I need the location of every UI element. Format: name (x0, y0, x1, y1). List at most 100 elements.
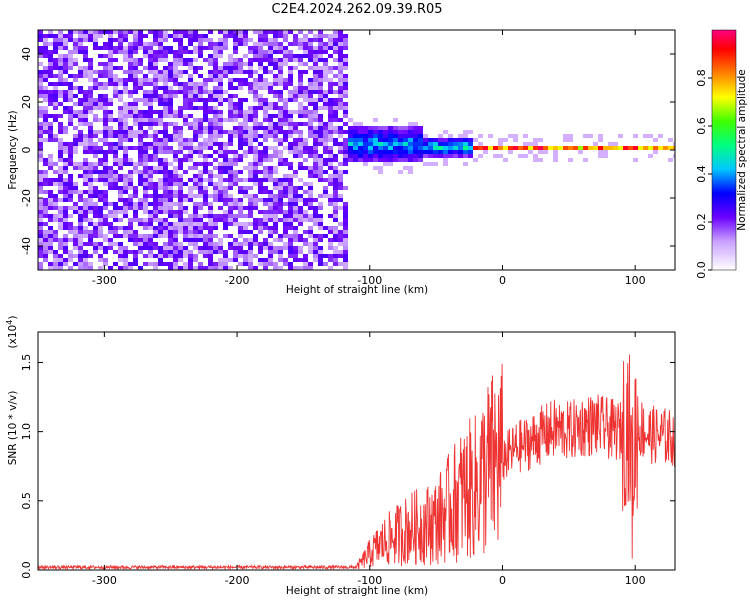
heatmap-cell (243, 82, 248, 86)
heatmap-cell (283, 202, 288, 206)
heatmap-cell (208, 222, 213, 226)
heatmap-cell (268, 130, 273, 134)
heatmap-cell (353, 142, 358, 146)
heatmap-cell (228, 242, 233, 246)
heatmap-cell (108, 130, 113, 134)
heatmap-cell (148, 82, 153, 86)
heatmap-cell (183, 262, 188, 266)
heatmap-cell (243, 118, 248, 122)
heatmap-cell (153, 130, 158, 134)
heatmap-cell (273, 126, 278, 130)
heatmap-cell (263, 114, 268, 118)
heatmap-cell (248, 166, 253, 170)
heatmap-cell (143, 66, 148, 70)
heatmap-cell (208, 182, 213, 186)
heatmap-cell (43, 222, 48, 226)
heatmap-cell (523, 154, 528, 158)
heatmap-cell (328, 158, 333, 162)
heatmap-cell (128, 234, 133, 238)
heatmap-cell (253, 86, 258, 90)
heatmap-cell (63, 262, 68, 266)
heatmap-cell (53, 50, 58, 54)
heatmap-cell (38, 82, 43, 86)
heatmap-cell (73, 238, 78, 242)
heatmap-cell (343, 46, 348, 50)
heatmap-cell (243, 254, 248, 258)
heatmap-cell (648, 154, 653, 158)
heatmap-cell (258, 34, 263, 38)
heatmap-cell (593, 146, 598, 150)
heatmap-cell (303, 86, 308, 90)
heatmap-cell (43, 110, 48, 114)
heatmap-cell (488, 146, 493, 150)
heatmap-cell (108, 146, 113, 150)
heatmap-cell (418, 146, 423, 150)
heatmap-cell (288, 74, 293, 78)
heatmap-cell (118, 258, 123, 262)
heatmap-cell (283, 234, 288, 238)
heatmap-cell (633, 158, 638, 162)
heatmap-cell (268, 102, 273, 106)
heatmap-cell (73, 78, 78, 82)
heatmap-cell (238, 158, 243, 162)
heatmap-cell (303, 46, 308, 50)
heatmap-cell (98, 190, 103, 194)
heatmap-cell (268, 90, 273, 94)
heatmap-cell (158, 58, 163, 62)
heatmap-cell (333, 34, 338, 38)
heatmap-cell (108, 150, 113, 154)
heatmap-cell (113, 58, 118, 62)
heatmap-cell (448, 146, 453, 150)
heatmap-cell (308, 190, 313, 194)
heatmap-cell (108, 210, 113, 214)
heatmap-cell (333, 42, 338, 46)
heatmap-cell (258, 150, 263, 154)
heatmap-cell (273, 266, 278, 270)
heatmap-cell (68, 182, 73, 186)
heatmap-cell (308, 110, 313, 114)
heatmap-cell (158, 74, 163, 78)
heatmap-cell (88, 178, 93, 182)
heatmap-cell (143, 246, 148, 250)
heatmap-cell (53, 34, 58, 38)
heatmap-cell (243, 238, 248, 242)
x-tick-label: 0 (499, 274, 506, 287)
heatmap-cell (263, 174, 268, 178)
heatmap-cell (143, 118, 148, 122)
heatmap-cell (158, 222, 163, 226)
heatmap-cell (393, 154, 398, 158)
heatmap-cell (158, 54, 163, 58)
heatmap-cell (143, 114, 148, 118)
heatmap-cell (153, 30, 158, 34)
heatmap-cell (313, 98, 318, 102)
heatmap-cell (93, 130, 98, 134)
heatmap-cell (128, 54, 133, 58)
heatmap-cell (173, 214, 178, 218)
heatmap-cell (118, 166, 123, 170)
heatmap-cell (288, 246, 293, 250)
colorbar-tick-label: 0.6 (695, 117, 708, 135)
heatmap-cell (223, 46, 228, 50)
heatmap-cell (223, 194, 228, 198)
heatmap-cell (298, 146, 303, 150)
heatmap-cell (308, 246, 313, 250)
heatmap-cell (88, 30, 93, 34)
heatmap-cell (118, 254, 123, 258)
heatmap-cell (238, 114, 243, 118)
heatmap-cell (163, 250, 168, 254)
heatmap-cell (188, 218, 193, 222)
heatmap-cell (123, 126, 128, 130)
heatmap-cell (268, 202, 273, 206)
heatmap-cell (308, 122, 313, 126)
heatmap-cell (218, 186, 223, 190)
heatmap-cell (133, 82, 138, 86)
heatmap-cell (88, 202, 93, 206)
heatmap-cell (123, 250, 128, 254)
heatmap-cell (123, 110, 128, 114)
heatmap-cell (178, 86, 183, 90)
heatmap-cell (308, 186, 313, 190)
heatmap-cell (283, 134, 288, 138)
heatmap-cell (328, 42, 333, 46)
heatmap-cell (128, 230, 133, 234)
heatmap-cell (258, 122, 263, 126)
